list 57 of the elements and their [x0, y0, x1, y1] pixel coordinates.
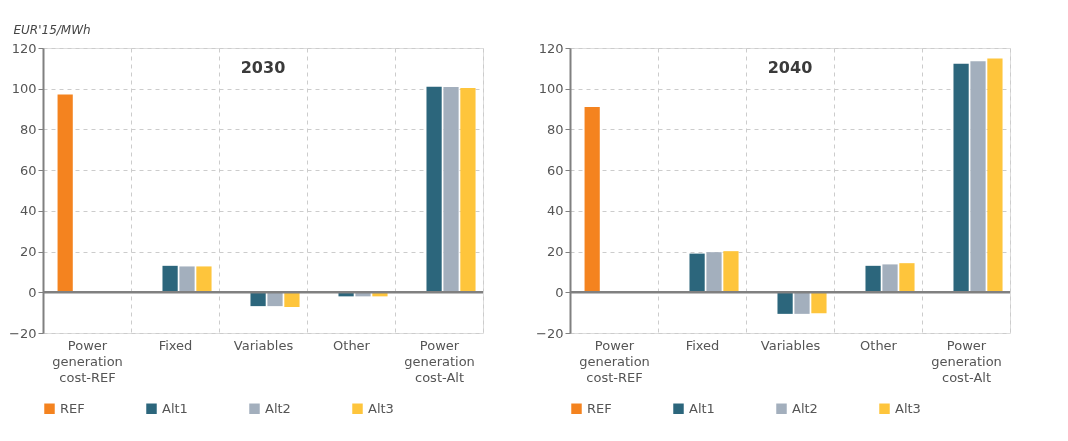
text: 2040: [767, 58, 813, 77]
x-tick-label: Fixed: [158, 337, 193, 353]
legend-label: REF: [60, 400, 85, 416]
bar: [777, 292, 793, 314]
x-tick-label: Variables: [233, 337, 294, 353]
y-tick-label: −20: [536, 325, 564, 341]
bar: [443, 87, 459, 293]
legend-label: Alt3: [368, 400, 394, 416]
y-tick-label: 100: [11, 81, 37, 97]
x-tick-label: Power generation cost-REF: [52, 337, 123, 385]
bar: [899, 263, 915, 293]
legend-label: Alt3: [895, 400, 921, 416]
y-tick-label: 80: [546, 121, 564, 137]
bar: [882, 264, 898, 293]
legend-label: Alt2: [265, 400, 291, 416]
bar: [706, 252, 722, 293]
legend-label: Alt2: [792, 400, 818, 416]
x-tick-label: Power generation cost-Alt: [931, 337, 1002, 385]
bar: [987, 58, 1003, 293]
y-tick-label: 120: [538, 40, 564, 56]
y-tick-label: 60: [546, 162, 564, 178]
y-axis-title: EUR'15/MWh: [13, 22, 91, 37]
x-tick-label: Fixed: [685, 337, 720, 353]
x-tick-label: Power generation cost-Alt: [404, 337, 475, 385]
y-tick-label: 80: [19, 121, 37, 137]
bar: [426, 86, 442, 293]
bar: [723, 251, 739, 293]
y-tick-label: 0: [28, 284, 37, 300]
x-tick-label: Power generation cost-REF: [579, 337, 650, 385]
bar: [794, 292, 810, 314]
bar: [689, 253, 705, 293]
text: 2030: [240, 58, 286, 77]
bar: [162, 265, 178, 293]
y-tick-label: 20: [546, 244, 564, 260]
bar: [970, 61, 986, 293]
bar: [953, 63, 969, 293]
y-tick-label: −20: [9, 325, 37, 341]
y-tick-label: 100: [538, 81, 564, 97]
bar: [460, 87, 476, 293]
y-tick-label: 120: [11, 40, 37, 56]
y-tick-label: 60: [19, 162, 37, 178]
legend-label: Alt1: [162, 400, 188, 416]
y-tick-label: 20: [19, 244, 37, 260]
x-tick-label: Other: [333, 337, 371, 353]
x-tick-label: Other: [860, 337, 898, 353]
y-tick-label: 0: [555, 284, 564, 300]
bar: [57, 94, 73, 293]
bar: [865, 265, 881, 293]
y-tick-label: 40: [19, 203, 37, 219]
x-tick-label: Variables: [760, 337, 821, 353]
legend-label: REF: [587, 400, 612, 416]
bar: [179, 266, 195, 293]
legend-label: Alt1: [689, 400, 715, 416]
y-tick-label: 40: [546, 203, 564, 219]
bar: [811, 292, 827, 314]
bar: [584, 107, 600, 293]
bar: [196, 266, 212, 293]
